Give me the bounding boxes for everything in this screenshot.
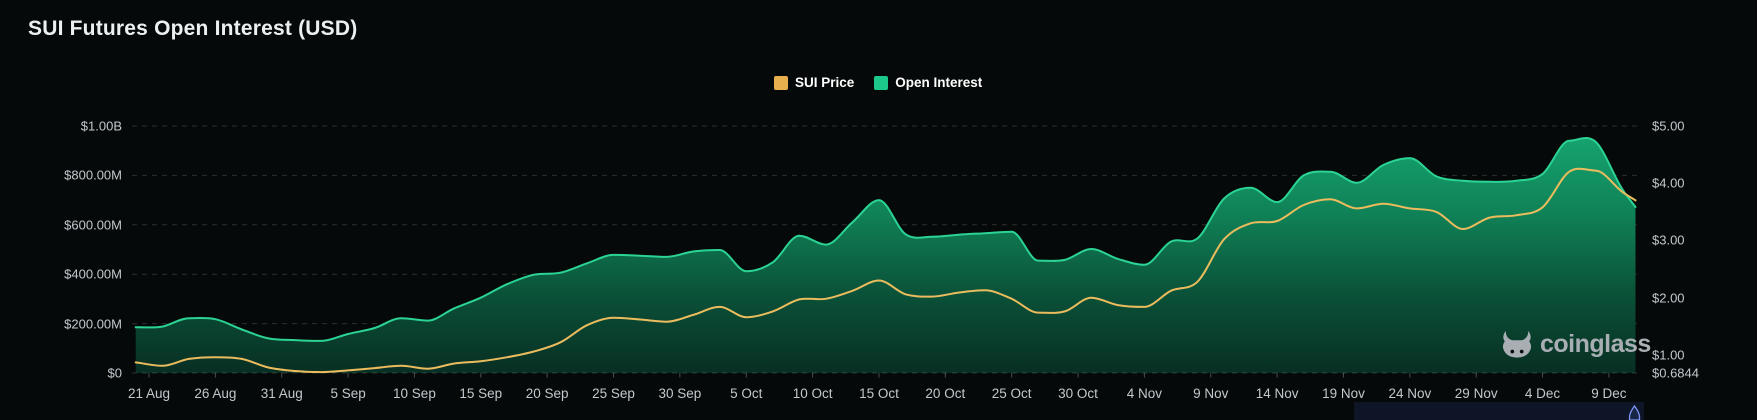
y-axis-left-label: $200.00M (64, 316, 122, 332)
y-axis-right-label: $4.00 (1652, 175, 1685, 191)
x-axis-label: 24 Nov (1388, 386, 1432, 401)
page-title: SUI Futures Open Interest (USD) (28, 17, 358, 40)
x-axis-label: 10 Sep (393, 386, 436, 401)
y-axis-left-label: $0 (107, 365, 122, 381)
coinglass-watermark-text: coinglass (1540, 329, 1651, 358)
x-axis-label: 5 Oct (730, 386, 763, 401)
open-interest-area (135, 137, 1636, 373)
x-axis-label: 10 Oct (792, 386, 833, 401)
legend-item-open-interest[interactable]: Open Interest (874, 75, 982, 90)
x-axis-label: 20 Sep (525, 386, 569, 401)
droplet-icon (1628, 404, 1641, 420)
y-axis-right-label: $3.00 (1652, 232, 1685, 248)
x-axis-label: 15 Oct (859, 386, 899, 401)
x-axis-label: 26 Aug (194, 386, 237, 401)
legend-label-open-interest: Open Interest (895, 75, 983, 90)
y-axis-right-min-label: $0.6844 (1652, 365, 1699, 380)
x-axis-label: 21 Aug (127, 386, 171, 401)
y-axis-left-label: $400.00M (64, 266, 122, 282)
y-axis-right-label: $2.00 (1652, 290, 1685, 306)
open-interest-swatch-icon (874, 75, 889, 90)
y-axis-left-label: $600.00M (64, 217, 122, 233)
x-axis-label: 31 Aug (260, 386, 303, 401)
x-axis-label: 5 Sep (330, 386, 366, 401)
sui-price-line (134, 167, 1637, 374)
x-axis-label: 4 Dec (1524, 386, 1561, 401)
coinglass-watermark: coinglass (1502, 329, 1651, 359)
coinglass-bull-icon (1502, 330, 1532, 358)
x-axis-ticks (148, 373, 1610, 378)
legend-label-sui-price: SUI Price (795, 75, 855, 90)
y-axis-left-label: $800.00M (64, 167, 122, 183)
y-axis-right-label: $1.00 (1652, 347, 1685, 363)
x-axis-label: 29 Nov (1454, 386, 1498, 401)
open-interest-line (134, 136, 1637, 342)
sui-droplet-widget[interactable] (1625, 404, 1645, 420)
x-axis-label: 30 Oct (1058, 386, 1098, 401)
y-axis-left-label: $1.00B (80, 118, 122, 134)
y-axis-right-label: $5.00 (1652, 118, 1685, 134)
x-axis-label: 14 Nov (1255, 386, 1299, 401)
x-axis-label: 25 Sep (592, 386, 635, 401)
legend-item-sui-price[interactable]: SUI Price (774, 75, 854, 90)
chart-legend: SUI Price Open Interest (774, 75, 982, 90)
sui-price-swatch-icon (774, 75, 788, 90)
x-axis-label: 25 Oct (991, 386, 1032, 401)
x-axis-label: 4 Nov (1126, 386, 1163, 401)
x-axis-label: 9 Nov (1193, 386, 1229, 401)
bottom-overlay-panel (1354, 402, 1644, 420)
x-axis-label: 19 Nov (1322, 386, 1365, 401)
x-axis-label: 9 Dec (1591, 386, 1627, 401)
x-axis-label: 20 Oct (925, 386, 966, 401)
x-axis-label: 30 Sep (658, 386, 702, 401)
x-axis-label: 15 Sep (459, 386, 503, 401)
